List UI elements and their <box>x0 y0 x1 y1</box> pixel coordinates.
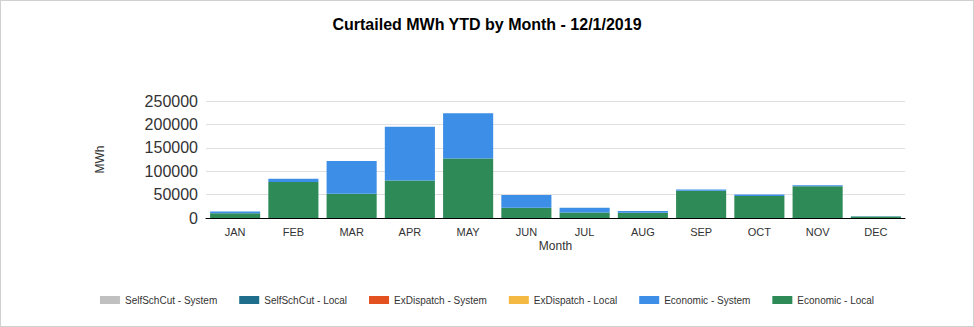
svg-text:Economic - Local: Economic - Local <box>797 295 874 306</box>
svg-text:DEC: DEC <box>864 226 887 238</box>
svg-text:50000: 50000 <box>154 186 199 203</box>
svg-text:Month: Month <box>539 239 572 253</box>
svg-text:AUG: AUG <box>631 226 655 238</box>
svg-text:JAN: JAN <box>225 226 246 238</box>
svg-text:JUL: JUL <box>575 226 595 238</box>
svg-text:Economic - System: Economic - System <box>664 295 750 306</box>
svg-text:200000: 200000 <box>145 116 198 133</box>
svg-text:NOV: NOV <box>806 226 831 238</box>
svg-text:OCT: OCT <box>748 226 772 238</box>
svg-text:MAY: MAY <box>457 226 481 238</box>
svg-text:SEP: SEP <box>690 226 712 238</box>
svg-text:100000: 100000 <box>145 163 198 180</box>
svg-text:FEB: FEB <box>283 226 304 238</box>
svg-text:SelfSchCut - System: SelfSchCut - System <box>125 295 217 306</box>
svg-text:Curtailed MWh YTD by Month - 1: Curtailed MWh YTD by Month - 12/1/2019 <box>332 16 641 33</box>
svg-text:250000: 250000 <box>145 93 198 110</box>
svg-text:MAR: MAR <box>339 226 364 238</box>
svg-text:SelfSchCut - Local: SelfSchCut - Local <box>264 295 347 306</box>
svg-text:APR: APR <box>399 226 422 238</box>
svg-text:ExDispatch - Local: ExDispatch - Local <box>534 295 617 306</box>
svg-text:0: 0 <box>189 210 198 227</box>
svg-text:ExDispatch - System: ExDispatch - System <box>394 295 487 306</box>
svg-text:150000: 150000 <box>145 139 198 156</box>
svg-text:MWh: MWh <box>93 146 107 174</box>
svg-text:JUN: JUN <box>516 226 537 238</box>
